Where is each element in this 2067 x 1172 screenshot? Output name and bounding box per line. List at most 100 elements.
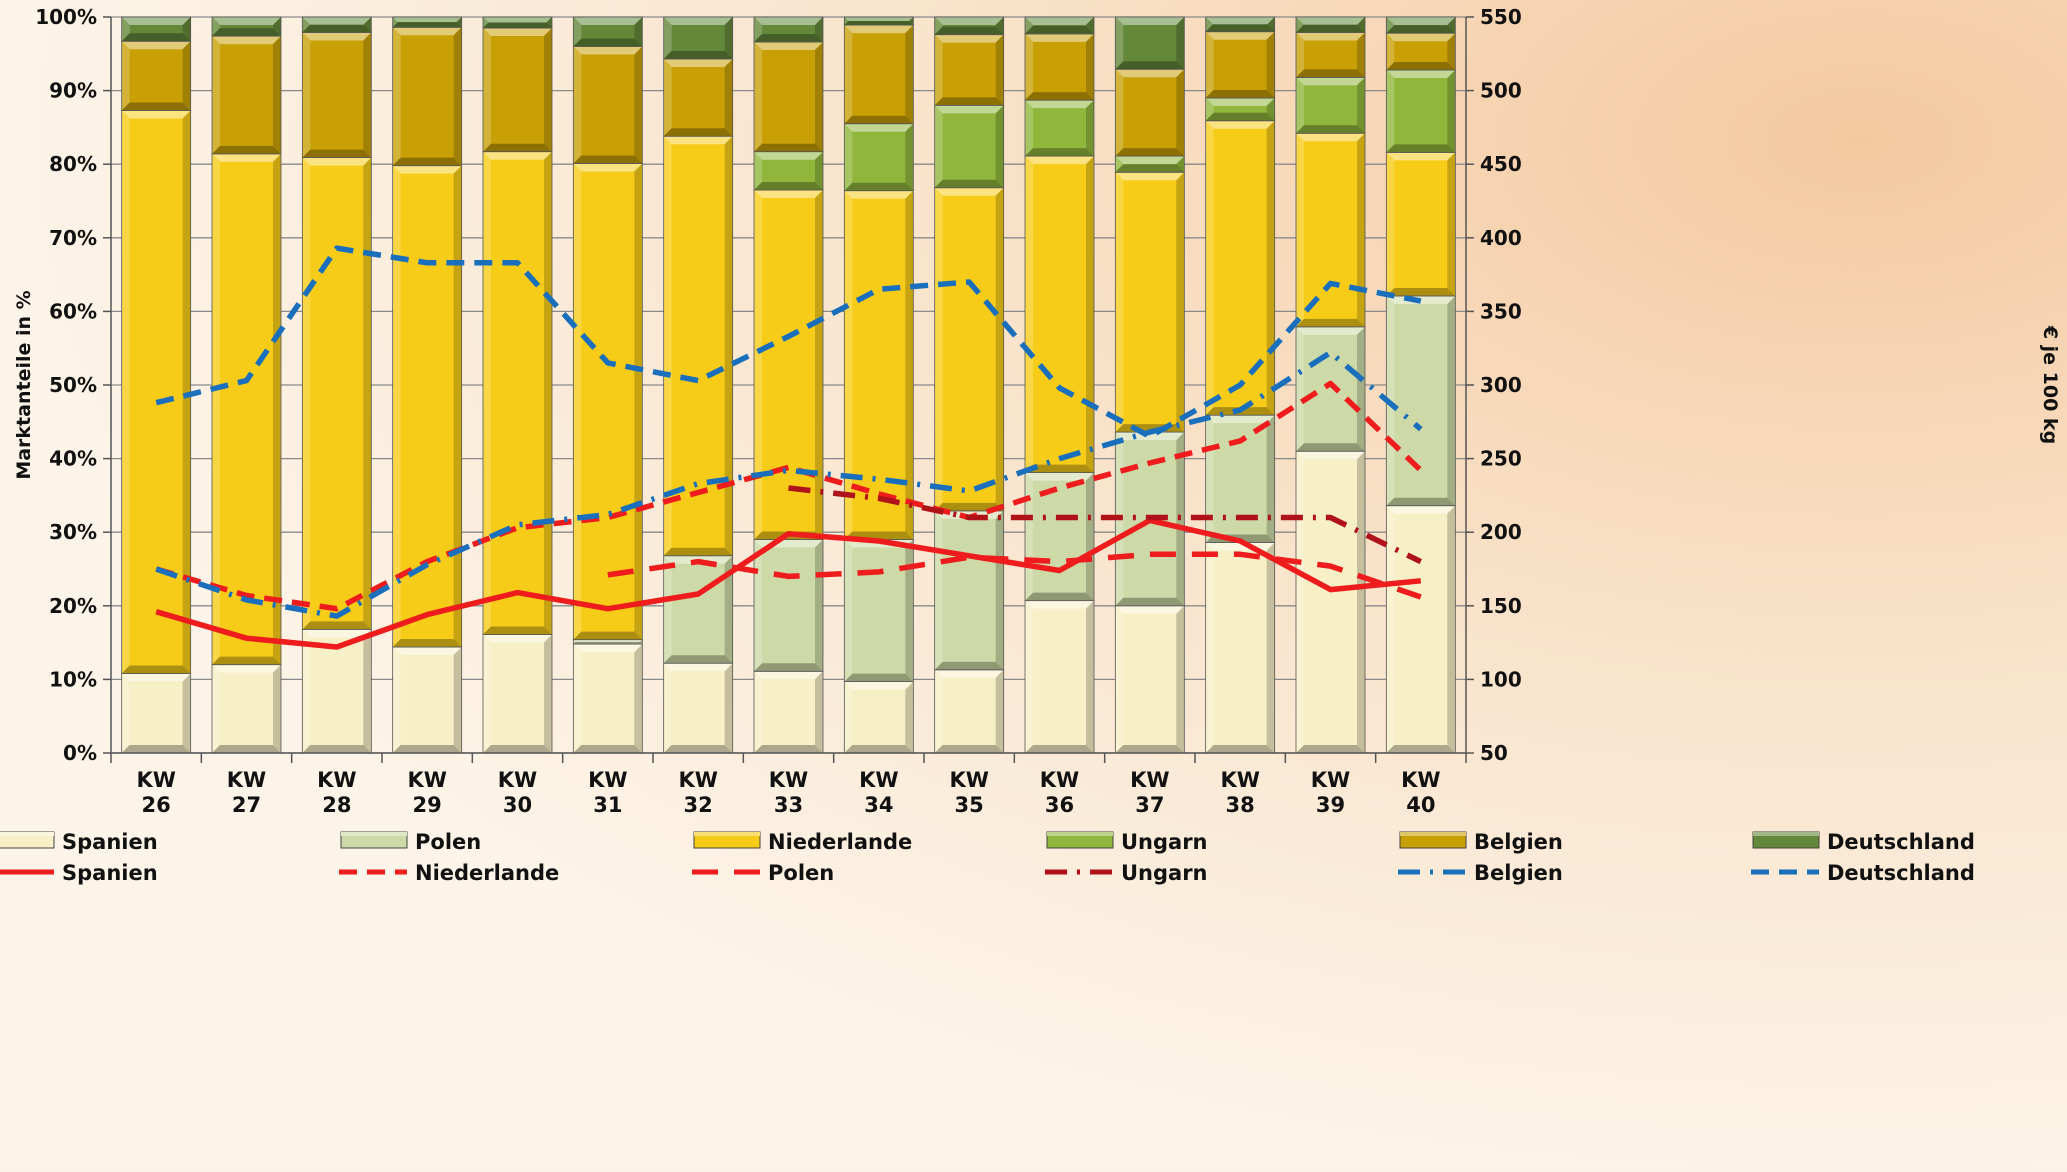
bar-bevel [754,151,823,160]
legend: Spanien Polen Niederlande Ungarn Belgien Deut… [0,830,1975,885]
bar-segment [753,41,824,153]
bar [1115,605,1185,753]
bar-bevel [1025,745,1094,753]
bar-bevel [544,28,552,152]
bar-bevel [1176,17,1185,70]
bar-bevel [1386,69,1395,153]
bar-bevel [754,143,823,152]
bar-segment [753,189,824,540]
bar-bevel [754,539,762,672]
bar-outline [934,16,1005,36]
legend-item: Polen [692,861,834,885]
bar-segment [753,151,824,191]
series-line-deutschland [155,245,1422,440]
bar-bevel [1296,24,1365,33]
bar [1025,156,1094,473]
bar-bevel [1447,69,1456,153]
bar-bevel [1115,172,1124,433]
series-line-ungarn [788,485,1423,565]
bar-bevel [1115,164,1185,173]
x-tick-label: KW [227,768,266,792]
bar-segment [1114,68,1185,157]
bar-bevel [754,17,823,25]
bar-segment [1295,450,1366,754]
bar-bevel [302,745,372,753]
bar-bevel [1296,77,1365,86]
bar-bevel [392,22,462,28]
legend-swatch-bevel [1753,832,1819,836]
bar-bevel [1296,125,1365,134]
bar-bevel [212,745,281,753]
bar-bevel [934,97,1004,106]
x-tick-label: KW [769,768,808,792]
bar-bevel [121,673,191,682]
x-tick-label: 28 [322,793,351,817]
bar-bevel [273,36,281,154]
bar-segment [1385,152,1456,297]
bar-segment [1385,69,1456,153]
bar-bevel [1115,745,1185,753]
bar-segment [1024,600,1095,754]
bar-bevel [1115,69,1185,78]
bar [934,510,1004,670]
bar-segment [1385,16,1456,34]
bar-bevel [456,17,462,28]
x-tick-label: KW [678,768,717,792]
legend-label: Niederlande [415,861,559,885]
bar-segment [663,662,734,754]
bar-bevel [663,655,733,664]
bar-outline [753,16,824,43]
bar-segment [1295,326,1366,452]
bar-bevel [1205,97,1214,121]
bar [754,189,823,540]
legend-label: Spanien [62,861,158,885]
y-axis-label: Marktanteile in % [13,290,35,479]
bar-segment [392,646,463,754]
bar-bevel [573,46,582,164]
price-lines [155,245,1423,650]
bar-bevel [1086,33,1094,101]
bar-bevel [121,41,130,111]
bar-bevel [273,153,281,665]
bar [1115,17,1185,70]
bar-bevel [1296,69,1365,78]
bar-outline [1205,16,1276,33]
x-tick-label: KW [1401,768,1440,792]
bar-bevel [363,629,372,753]
bar [1296,451,1365,753]
bar-bevel [453,647,462,753]
legend-swatch-bevel [1047,832,1113,836]
bar-bevel [844,673,914,682]
bar-series-deutschland [121,16,1456,70]
bar-bevel [934,745,1004,753]
bar-bevel [212,17,220,37]
bar-bevel [844,539,853,682]
bar-bevel [302,32,311,158]
bar-bevel [1296,326,1365,335]
bar-segment [663,58,734,137]
bar-bevel [1357,32,1365,78]
bar [934,669,1004,753]
bar-bevel [1205,31,1214,98]
bar-bevel [844,21,914,26]
bar-bevel [483,151,552,160]
series-line-polen [607,551,1422,600]
bar-bevel [544,634,552,753]
bar-bevel [663,50,733,59]
bar-bevel [995,669,1004,753]
y2-tick-label: 350 [1480,299,1522,323]
bar-bevel [544,151,552,635]
bar-bevel [1025,33,1094,42]
bar-bevel [392,27,401,166]
bar-bevel [934,187,1004,196]
legend-label: Deutschland [1827,861,1975,885]
bar-bevel [121,110,130,674]
bar-segment [934,669,1005,754]
bar [212,153,281,665]
bar-bevel [212,17,281,25]
bar [573,163,643,640]
bar-bevel [1086,472,1094,601]
bar-bevel [1386,33,1456,42]
bar-bevel [483,626,552,635]
bar-bevel [1025,33,1033,101]
